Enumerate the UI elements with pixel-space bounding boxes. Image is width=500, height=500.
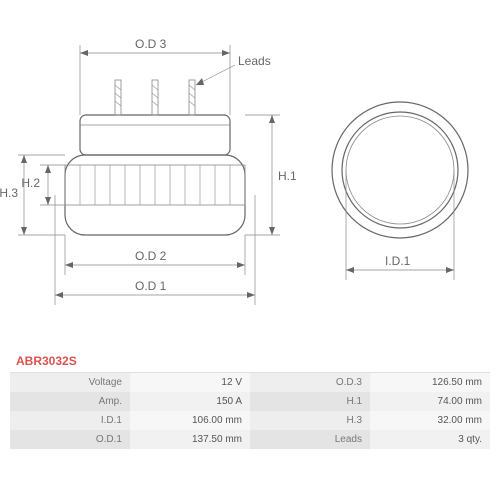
spec-value: 12 V [130,373,250,392]
spec-row: Voltage 12 V O.D.3 126.50 mm [10,373,490,392]
spec-label: Voltage [10,373,130,392]
spec-label: O.D.1 [10,430,130,449]
spec-value: 32.00 mm [370,411,490,430]
spec-row: O.D.1 137.50 mm Leads 3 qty. [10,430,490,449]
od1-label: O.D 1 [135,279,167,293]
part-number: ABR3032S [10,350,490,373]
spec-label: H.1 [250,392,370,411]
spec-label: H.3 [250,411,370,430]
spec-label: Amp. [10,392,130,411]
spec-label: O.D.3 [250,373,370,392]
spec-label: I.D.1 [10,411,130,430]
diagram-area: Leads O.D 3 O.D 2 O.D 1 H.1 [10,15,490,335]
spec-value: 74.00 mm [370,392,490,411]
front-view: Leads O.D 3 O.D 2 O.D 1 H.1 [0,37,297,305]
spec-value: 126.50 mm [370,373,490,392]
spec-value: 3 qty. [370,430,490,449]
h3-label: H.3 [0,186,18,200]
od3-label: O.D 3 [135,37,167,51]
spec-value: 150 A [130,392,250,411]
spec-table: ABR3032S Voltage 12 V O.D.3 126.50 mm Am… [10,350,490,449]
spec-value: 137.50 mm [130,430,250,449]
spec-row: I.D.1 106.00 mm H.3 32.00 mm [10,411,490,430]
leads-label: Leads [238,54,271,68]
spec-label: Leads [250,430,370,449]
spec-value: 106.00 mm [130,411,250,430]
technical-drawing: Leads O.D 3 O.D 2 O.D 1 H.1 [10,15,490,335]
ring-view: I.D.1 [332,102,468,280]
h1-label: H.1 [278,169,297,183]
od2-label: O.D 2 [135,249,167,263]
id1-label: I.D.1 [385,254,411,268]
spec-row: Amp. 150 A H.1 74.00 mm [10,392,490,411]
